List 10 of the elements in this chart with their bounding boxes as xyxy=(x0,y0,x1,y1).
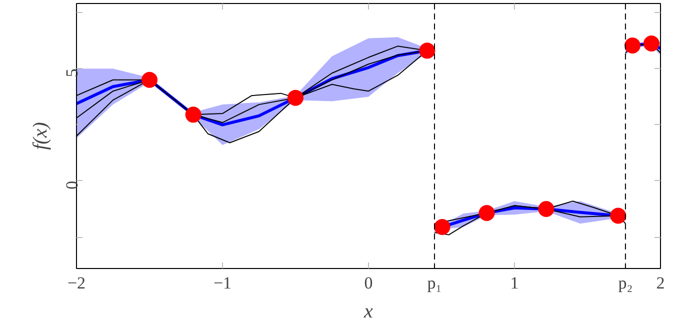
x-tick-label: −2 xyxy=(67,274,86,292)
x-tick-label: p₂ xyxy=(618,274,633,292)
x-tick-label: 0 xyxy=(364,274,373,292)
x-axis-title: x xyxy=(363,300,374,322)
x-tick-label: p₁ xyxy=(427,274,442,292)
x-tick-label: −1 xyxy=(213,274,232,292)
y-tick-label: 5 xyxy=(62,68,82,78)
y-axis-title: f(x) xyxy=(30,122,52,150)
x-tick-label: 1 xyxy=(510,274,519,292)
x-tick-label: 2 xyxy=(656,274,665,292)
